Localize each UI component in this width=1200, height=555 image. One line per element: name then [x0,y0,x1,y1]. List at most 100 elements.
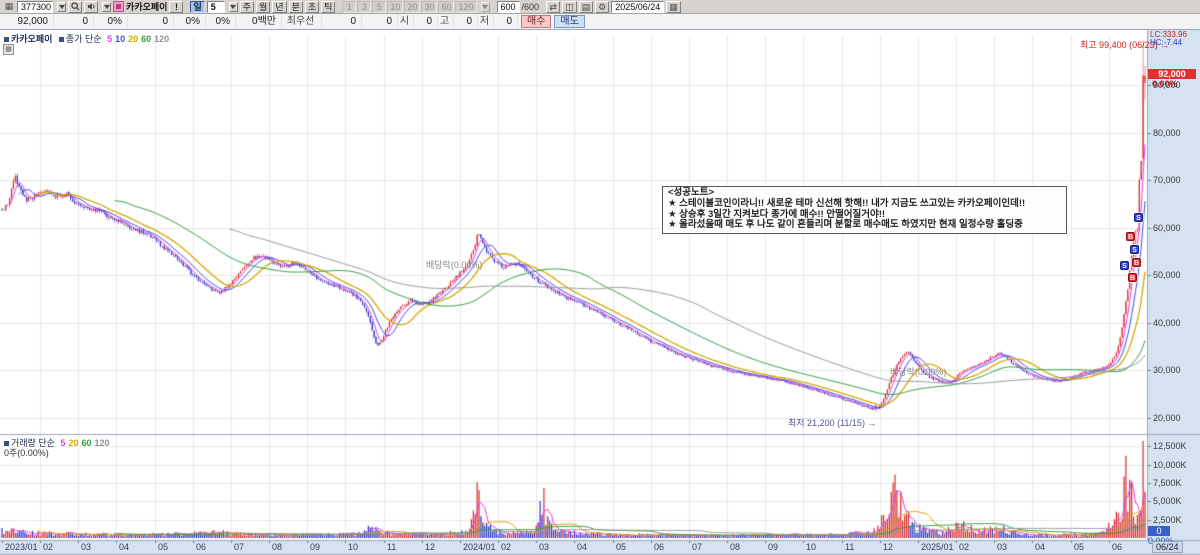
month-label-21: 10 [806,542,817,552]
trade-badge-s-2: S [1130,245,1139,254]
period-day-button[interactable]: 일 [190,0,205,13]
minute-button-1: 1 [342,0,357,13]
stock-code-dropdown[interactable] [57,1,67,12]
month-label-4: 05 [158,542,169,552]
month-label-0: 2023/01 [5,542,38,552]
quote-cell-7: 최우선 [282,14,322,29]
month-label-12: 2024/01 [463,542,496,552]
success-note-box[interactable]: <성공노트> ★ 스테이블코인이라니!! 새로운 테마 신선해 핫해!! 내가 지… [662,186,1067,235]
volume-axis-label-0: 12,500K [1153,441,1187,451]
candle-count-box[interactable]: 600 [496,0,520,13]
trade-badge-s-4: S [1120,261,1129,270]
month-label-6: 07 [234,542,245,552]
minute-button-3: 3 [357,0,372,13]
period-button-년[interactable]: 년 [272,0,287,13]
price-pane-header: 카카오페이 종가 단순 5 10 20 60 120 [4,32,169,45]
minute-button-20: 20 [404,0,421,13]
price-axis-label-3: 60,000 [1153,223,1181,233]
month-label-18: 07 [692,542,703,552]
quote-cell-11: 0 [414,14,438,29]
month-label-27: 04 [1035,542,1046,552]
month-label-13: 02 [501,542,512,552]
quote-cell-3: 0 [128,14,174,29]
volume-pane-header: 거래량 단순 5 20 60 120 [4,436,110,449]
buy-button[interactable]: 매수 [521,15,552,28]
volume-legend-bullet-icon [4,441,9,446]
window-grid-icon[interactable]: ▦ [4,1,14,11]
minute-button-5: 5 [372,0,387,13]
quote-cell-9: 0 [362,14,398,29]
sell-button[interactable]: 매도 [554,15,585,28]
quote-cell-0: 92,000 [2,14,54,29]
period-button-월[interactable]: 월 [256,0,271,13]
quote-cell-4: 0% [174,14,206,29]
current-change-label: 0.00% [1152,79,1178,89]
trade-badge-b-3: B [1132,258,1141,267]
legend-bullet2-icon [58,37,64,42]
price-ma-5: 5 [107,34,113,44]
minute-button-60: 60 [438,0,455,13]
minute-button-30: 30 [421,0,438,13]
volume-pane-title: 거래량 단순 [11,438,55,448]
tick-count-dropdown[interactable] [228,1,238,12]
settings-gear-icon[interactable]: ⚙ [595,0,610,13]
calendar-button[interactable]: ▦ [666,0,681,13]
trade-badge-b-5: B [1128,273,1137,282]
minute-button-120: 120 [455,0,477,13]
quote-cells: 92,000 0 0% 0 0% 0% 0백만 최우선 0 0 시 0 고 0 저 0 [2,14,518,29]
month-label-3: 04 [119,542,130,552]
chart-canvas[interactable] [0,30,1200,555]
volume-axis-label-2: 7,500K [1153,478,1182,488]
candle-count-total: /600 [521,1,540,12]
date-field[interactable]: 2025/06/24 [611,0,665,13]
note-line-3: ★ 올라섰을때 매도 후 나도 같이 흔들리며 분할로 매수매도 하였지만 현재… [668,219,1023,231]
month-label-20: 09 [768,542,779,552]
period-button-틱[interactable]: 틱 [321,0,336,13]
price-axis-label-6: 30,000 [1153,365,1181,375]
save-icon[interactable]: ▤ [578,0,594,13]
lc-label: LC:333.96 [1150,30,1187,39]
note-line-2: ★ 상승후 3일간 지켜보다 종가에 매수!! 안떨어질거야!! [668,208,886,220]
period-button-주[interactable]: 주 [239,0,255,13]
month-label-24: 2025/01 [921,542,954,552]
note-line-1: ★ 스테이블코인이라니!! 새로운 테마 신선해 핫해!! 내가 지금도 쓰고있… [668,197,1026,209]
chart-zoom-tool-button[interactable]: ▦ [3,44,14,55]
high-annotation: 최고 99,400 (06/23) → [1080,40,1170,50]
period-button-분[interactable]: 분 [288,0,303,13]
voice-button[interactable] [84,0,99,13]
month-label-11: 12 [425,542,436,552]
period-button-초[interactable]: 초 [304,0,320,13]
quote-cell-10: 시 [398,14,414,29]
compare-icon[interactable]: ⇄ [546,0,561,13]
price-axis-label-5: 40,000 [1153,318,1181,328]
volume-ma-20: 20 [68,438,79,448]
month-label-19: 08 [730,542,741,552]
quote-cell-8: 0 [322,14,362,29]
corner-date-label: 06/24 [1152,541,1183,553]
volume-ma-legend: 5 20 60 120 [57,438,109,448]
stock-code-combo[interactable]: 377300 [17,0,54,13]
tick-count-value: 5 [210,1,216,12]
quote-cell-13: 0 [454,14,478,29]
month-label-25: 02 [959,542,970,552]
tools-icon[interactable]: ◫ [562,0,577,13]
search-button[interactable] [68,0,83,13]
trade-badge-b-1: B [1126,232,1135,241]
minute-dropdown-disabled [480,1,490,12]
trade-badge-s-0: S [1134,213,1143,222]
stock-name: 카카오페이 [126,2,168,12]
volume-ma-120: 120 [94,438,110,448]
voice-dropdown[interactable] [102,1,112,12]
note-line-0: <성공노트> [668,187,715,198]
exdividend-annotation-2: 배당락(0.00%) [890,367,947,377]
hc-label: HC:-7.44 [1150,38,1183,47]
volume-ma-60: 60 [81,438,92,448]
alert-button[interactable]: ! [169,0,184,13]
quote-cell-14: 저 [478,14,494,29]
tick-count-combo[interactable]: 5 [206,0,225,13]
price-legend-label: 종가 단순 [65,34,102,44]
low-annotation: 최저 21,200 (11/15) → [788,418,877,428]
quote-cell-15: 0 [494,14,518,29]
